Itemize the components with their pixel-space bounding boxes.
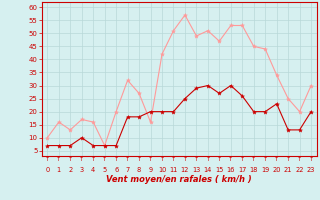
X-axis label: Vent moyen/en rafales ( km/h ): Vent moyen/en rafales ( km/h ) (106, 174, 252, 184)
